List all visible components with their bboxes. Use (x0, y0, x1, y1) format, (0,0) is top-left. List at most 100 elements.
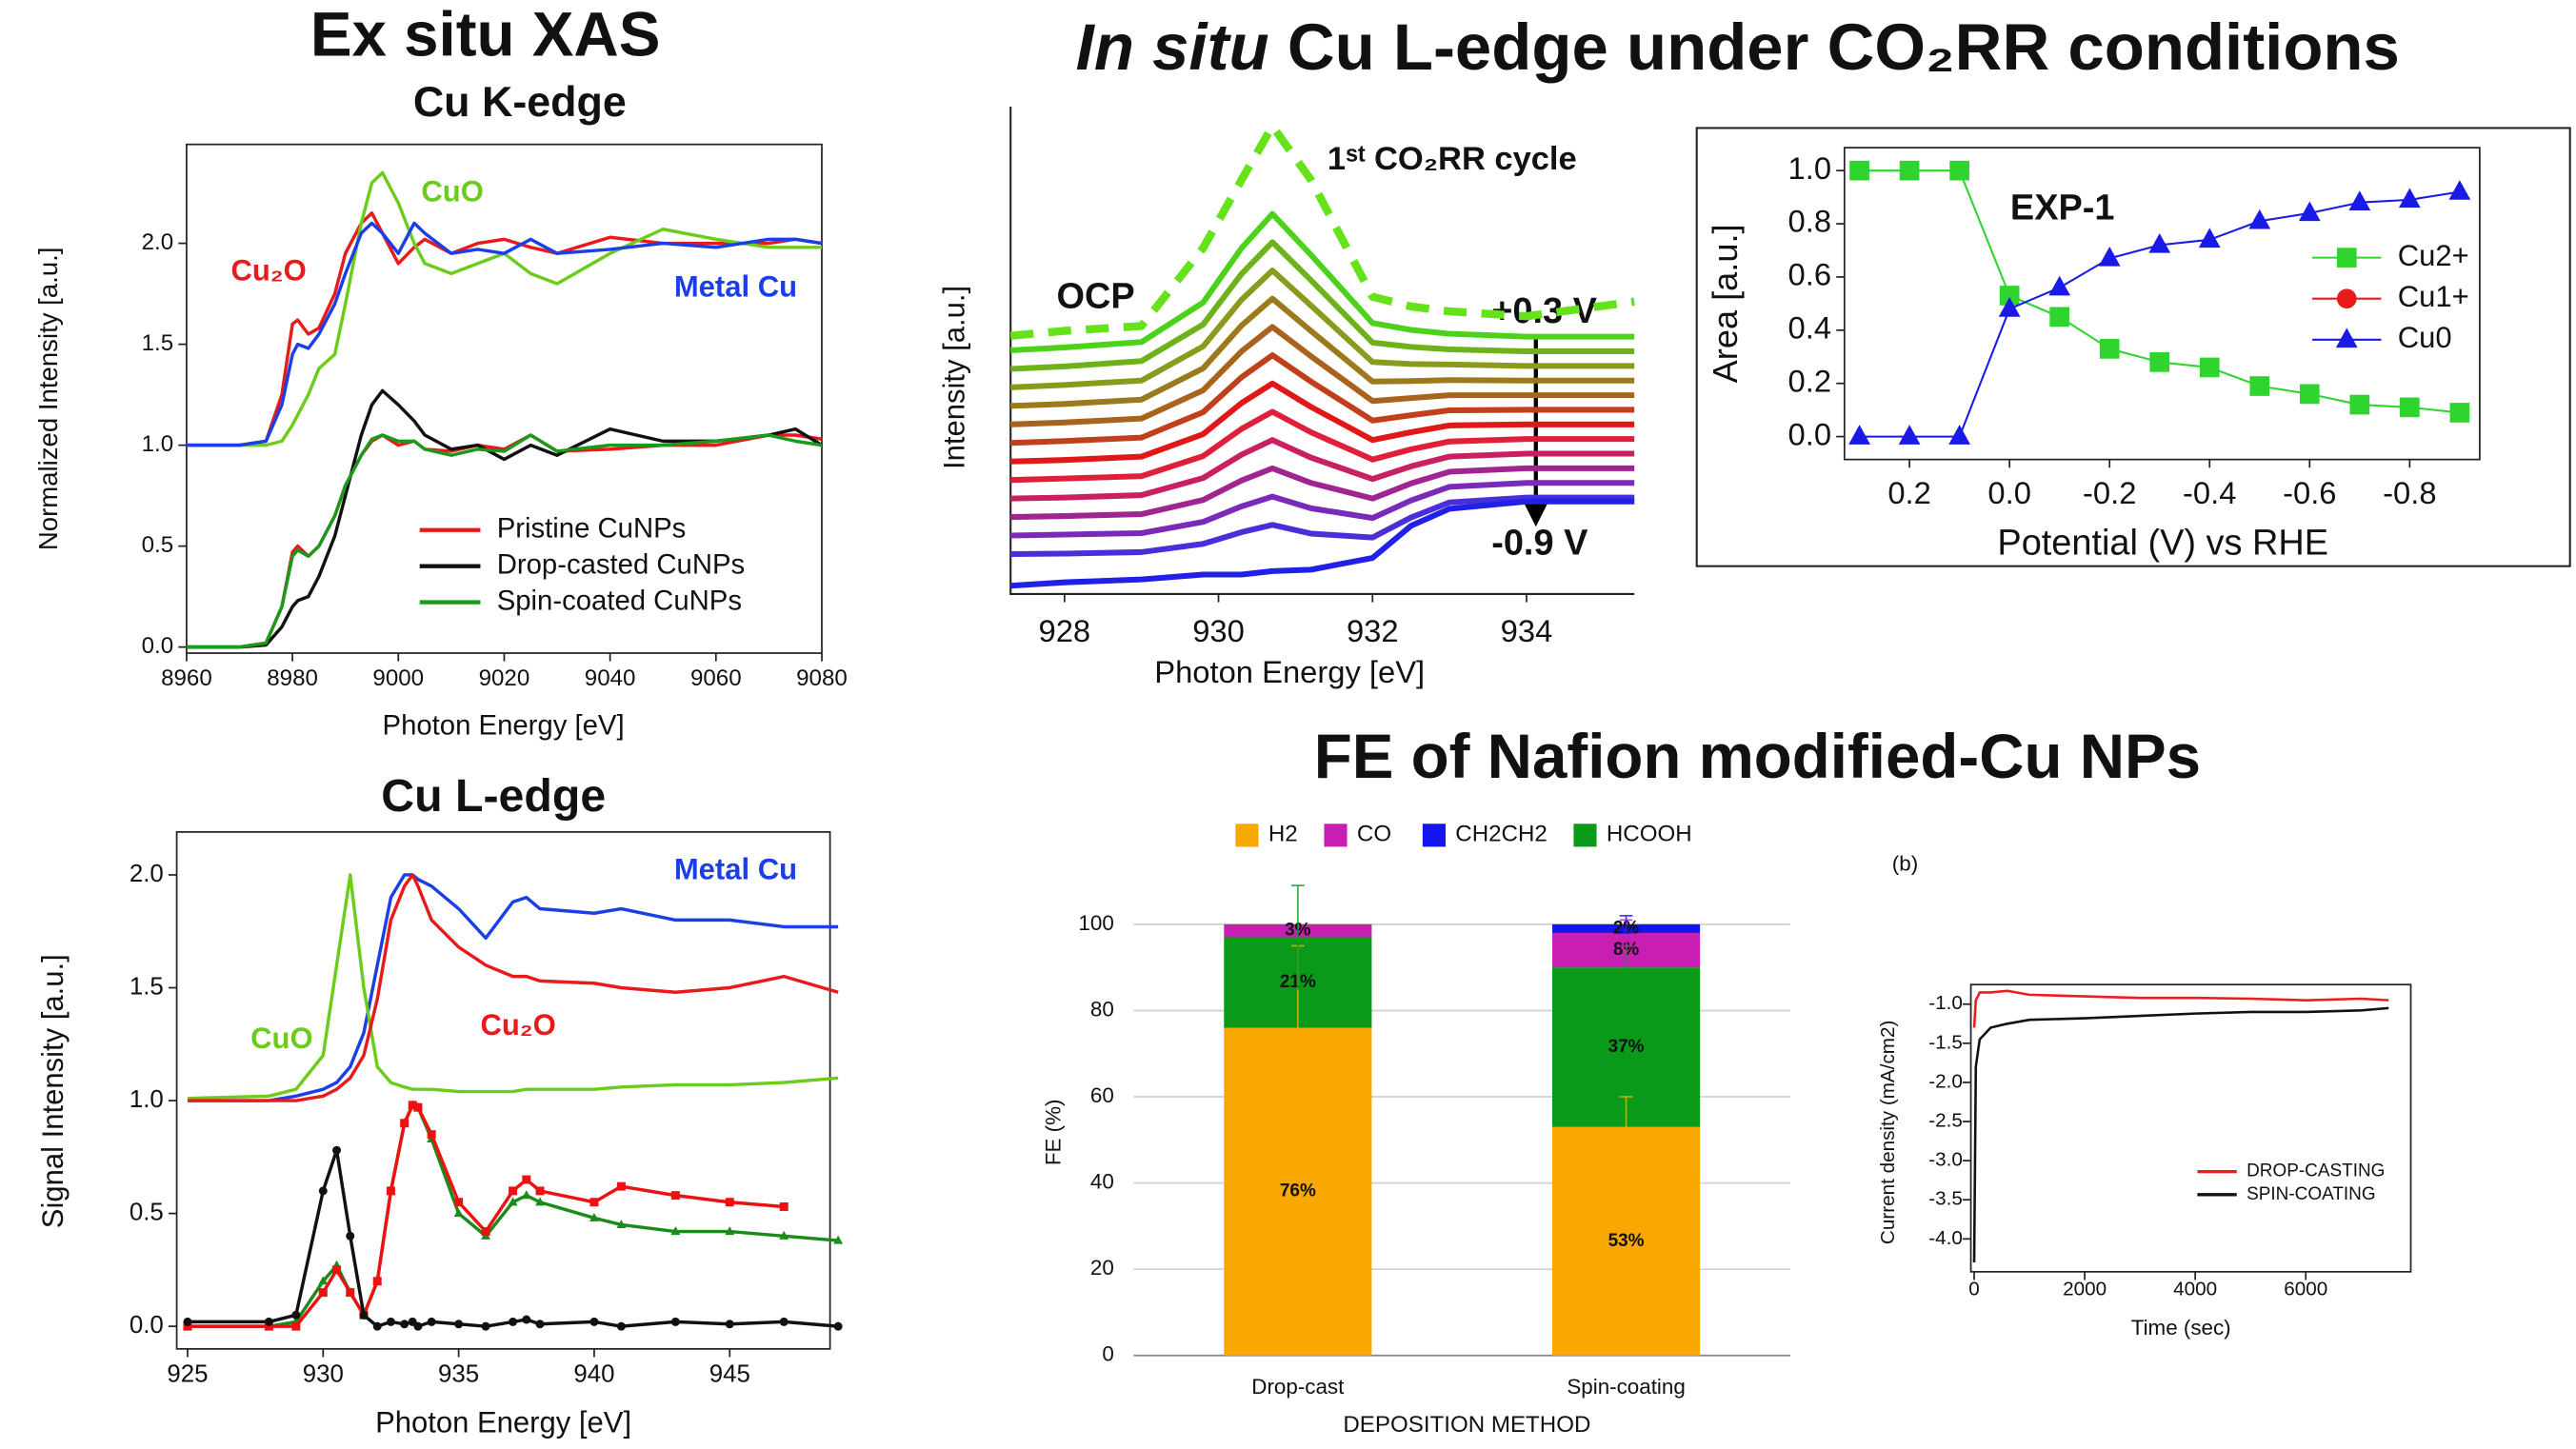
data-line (186, 170, 822, 447)
data-line (1010, 380, 1635, 465)
data-label: 37% (1608, 1037, 1645, 1057)
data-line (187, 1103, 785, 1328)
data-line (1010, 268, 1635, 390)
x-tick-label: 6000 (2284, 1278, 2327, 1300)
y-tick-label: 1.0 (130, 1086, 164, 1113)
y-axis-label: Current density (mA/cm2) (1877, 1021, 1899, 1245)
marker (670, 1226, 681, 1236)
marker (2098, 246, 2121, 267)
data-line (1972, 1006, 2389, 1262)
legend-label: CH2CH2 (1455, 822, 1548, 847)
data-line (1972, 989, 2389, 1028)
data-line (1010, 480, 1635, 539)
error-bar (1619, 1096, 1633, 1159)
x-axis-label: Photon Energy [eV] (375, 1405, 631, 1439)
marker (1848, 425, 1870, 445)
reference-label: Cu₂O (480, 1008, 555, 1042)
legend-label: Cu0 (2398, 321, 2452, 354)
marker (589, 1198, 599, 1207)
marker (2198, 228, 2221, 248)
chart-title: FE of Nafion modified-Cu NPs (1314, 722, 2201, 791)
marker (427, 1130, 436, 1140)
reference-label: CuO (421, 175, 483, 208)
marker (508, 1197, 518, 1206)
marker (616, 1220, 627, 1229)
marker (2099, 339, 2120, 359)
marker (1849, 160, 1869, 181)
marker (318, 1186, 328, 1196)
chart-title: Cu K-edge (413, 78, 627, 126)
bar-segment (1552, 1126, 1701, 1356)
y-tick-label: 2.0 (142, 229, 174, 255)
y-tick-label: 0.0 (142, 633, 174, 659)
legend-label: CO (1357, 822, 1391, 847)
y-tick-label: 20 (1090, 1256, 1114, 1280)
x-tick-label: 8960 (161, 665, 212, 691)
data-line (1010, 324, 1635, 427)
marker (509, 1186, 518, 1196)
data-line (186, 388, 823, 649)
x-tick-label: -0.6 (2283, 475, 2336, 510)
x-tick-label: 932 (1347, 613, 1399, 648)
y-tick-label: 2.0 (130, 861, 164, 887)
marker (2299, 384, 2320, 405)
x-tick-label: 0.0 (1987, 475, 2031, 510)
data-line (1010, 239, 1635, 372)
y-tick-label: -1.5 (1928, 1031, 1963, 1053)
panel-frame (1695, 127, 2571, 567)
legend-swatch (1324, 824, 1348, 847)
x-tick-label: 928 (1038, 613, 1090, 648)
x-tick-label: 9040 (585, 665, 636, 691)
y-axis-label: FE (%) (1042, 1100, 1066, 1166)
marker (725, 1226, 735, 1236)
marker (2449, 403, 2470, 423)
y-tick-label: 1.0 (1788, 150, 1832, 186)
x-tick-label: 0 (1968, 1278, 1980, 1300)
y-tick-label: 40 (1090, 1170, 1114, 1194)
marker (386, 1186, 395, 1196)
reference-label: CuO (250, 1022, 312, 1055)
plot-frame (1969, 983, 2412, 1273)
marker (2448, 180, 2471, 200)
legend-label: Cu2+ (2398, 239, 2469, 272)
x-tick-label: 9000 (372, 665, 424, 691)
annotation: OCP (1056, 277, 1134, 317)
y-tick-label: 0.2 (1788, 363, 1832, 398)
y-tick-label: 0.8 (1788, 204, 1832, 239)
data-line (1859, 190, 2461, 438)
legend-swatch (1573, 824, 1597, 847)
marker (346, 1288, 355, 1298)
x-axis-label: Photon Energy [eV] (1154, 654, 1425, 689)
marker (521, 1190, 531, 1200)
chart-title: Cu L-edge (381, 770, 606, 822)
plot-frame (175, 831, 831, 1350)
marker (183, 1317, 192, 1326)
y-tick-label: 1.0 (142, 431, 174, 457)
marker (359, 1310, 369, 1320)
error-bar (1290, 884, 1305, 990)
x-tick-label: 0.2 (1887, 475, 1931, 510)
marker (616, 1321, 626, 1331)
x-tick-label: -0.8 (2383, 475, 2436, 510)
marker (2048, 275, 2071, 296)
marker (535, 1320, 545, 1329)
y-tick-label: 1.5 (142, 330, 174, 356)
data-line (1009, 122, 1635, 340)
marker (725, 1320, 734, 1329)
legend-label: SPIN-COATING (2247, 1184, 2376, 1204)
marker (453, 1208, 464, 1218)
marker (2335, 328, 2358, 348)
marker (2149, 352, 2170, 372)
marker (1899, 160, 1920, 181)
marker (779, 1230, 789, 1240)
data-line (187, 1103, 839, 1328)
x-tick-label: 2000 (2063, 1278, 2107, 1300)
data-line (1010, 465, 1635, 521)
x-axis-label: Photon Energy [eV] (383, 709, 625, 741)
marker (1949, 160, 1969, 181)
y-tick-label: 0.0 (1788, 416, 1832, 451)
data-line (1010, 494, 1635, 558)
marker (332, 1265, 342, 1275)
marker (2199, 357, 2220, 378)
